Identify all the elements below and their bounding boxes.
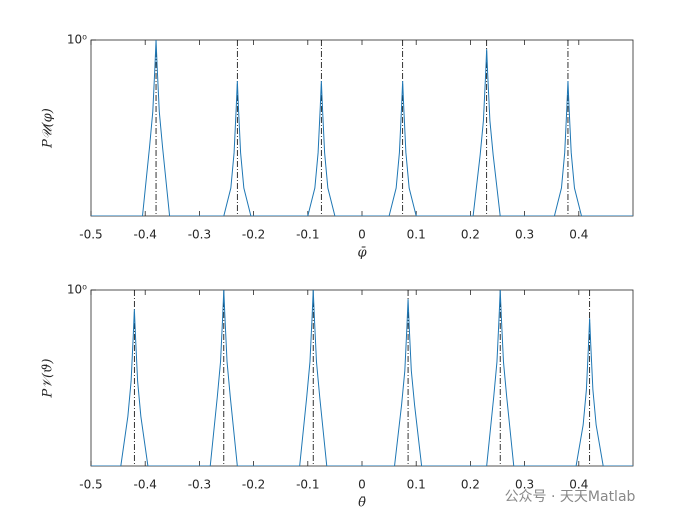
x-tick-label: -0.2 bbox=[242, 228, 265, 242]
x-tick-label: 0.1 bbox=[407, 228, 426, 242]
y-tick-label: 10⁰ bbox=[67, 33, 87, 47]
x-tick-label: 0.2 bbox=[461, 228, 480, 242]
x-axis-label: θ̄ bbox=[358, 496, 366, 511]
x-tick-label: 0.4 bbox=[569, 478, 588, 492]
x-tick-label: 0.3 bbox=[515, 478, 534, 492]
y-axis-label: P𝒱(ϑ) bbox=[41, 358, 56, 398]
plot-area bbox=[91, 40, 633, 216]
x-tick-label: -0.4 bbox=[133, 478, 156, 492]
y-tick-label: 10⁰ bbox=[67, 283, 87, 297]
x-tick-label: -0.3 bbox=[188, 228, 211, 242]
y-axis-label: P𝒰(φ) bbox=[41, 108, 56, 149]
x-tick-label: 0.3 bbox=[515, 228, 534, 242]
x-tick-label: 0.1 bbox=[407, 478, 426, 492]
axes-box bbox=[90, 289, 634, 467]
x-tick-label: 0 bbox=[358, 478, 366, 492]
watermark: 公众号 · 天天Matlab bbox=[505, 489, 636, 505]
x-tick-label: -0.5 bbox=[79, 228, 102, 242]
x-tick-label: -0.1 bbox=[296, 478, 319, 492]
x-axis-label: φ̄ bbox=[357, 246, 367, 261]
x-tick-label: -0.1 bbox=[296, 228, 319, 242]
x-tick-label: 0 bbox=[358, 228, 366, 242]
x-tick-label: 0.4 bbox=[569, 228, 588, 242]
x-tick-label: -0.4 bbox=[133, 228, 156, 242]
x-tick-label: -0.2 bbox=[242, 478, 265, 492]
axes-box bbox=[90, 39, 634, 217]
x-tick-label: 0.2 bbox=[461, 478, 480, 492]
x-tick-label: -0.5 bbox=[79, 478, 102, 492]
x-tick-label: -0.3 bbox=[188, 478, 211, 492]
plot-area bbox=[91, 290, 633, 466]
